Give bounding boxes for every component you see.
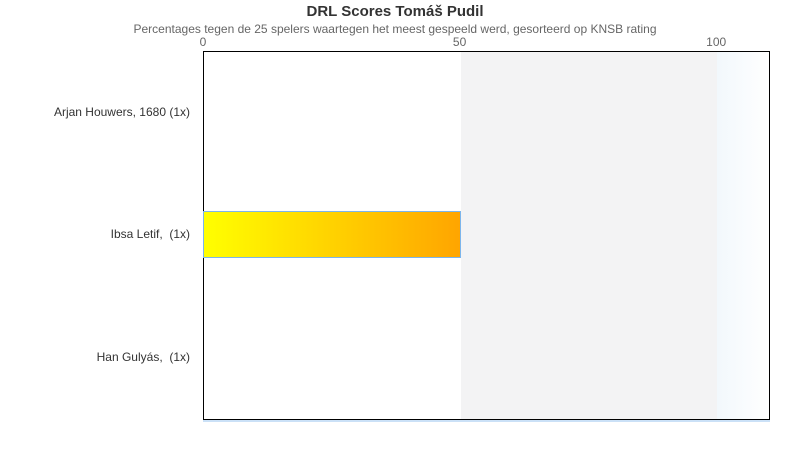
category-label-2: Han Gulyás, (1x): [96, 349, 190, 364]
category-label-0: Arjan Houwers, 1680 (1x): [53, 105, 190, 120]
category-labels: Arjan Houwers, 1680 (1x) Ibsa Letif, (1x)…: [0, 51, 190, 420]
x-tick-label-100: 100: [706, 35, 727, 49]
bar-1[interactable]: [203, 211, 461, 258]
edge-gradient-band: [717, 52, 769, 419]
chart-subtitle: Percentages tegen de 25 spelers waartege…: [133, 22, 657, 36]
plot-bottom-glow: [203, 420, 770, 422]
plot-area: [203, 51, 770, 420]
x-tick-label-0: 0: [199, 35, 207, 49]
category-label-1: Ibsa Letif, (1x): [110, 227, 190, 242]
xaxis-tick-labels: 0 50 100: [0, 35, 790, 50]
plot-band-50-100: [460, 52, 718, 419]
chart-title: DRL Scores Tomáš Pudil: [306, 3, 484, 20]
x-tick-label-50: 50: [452, 35, 467, 49]
